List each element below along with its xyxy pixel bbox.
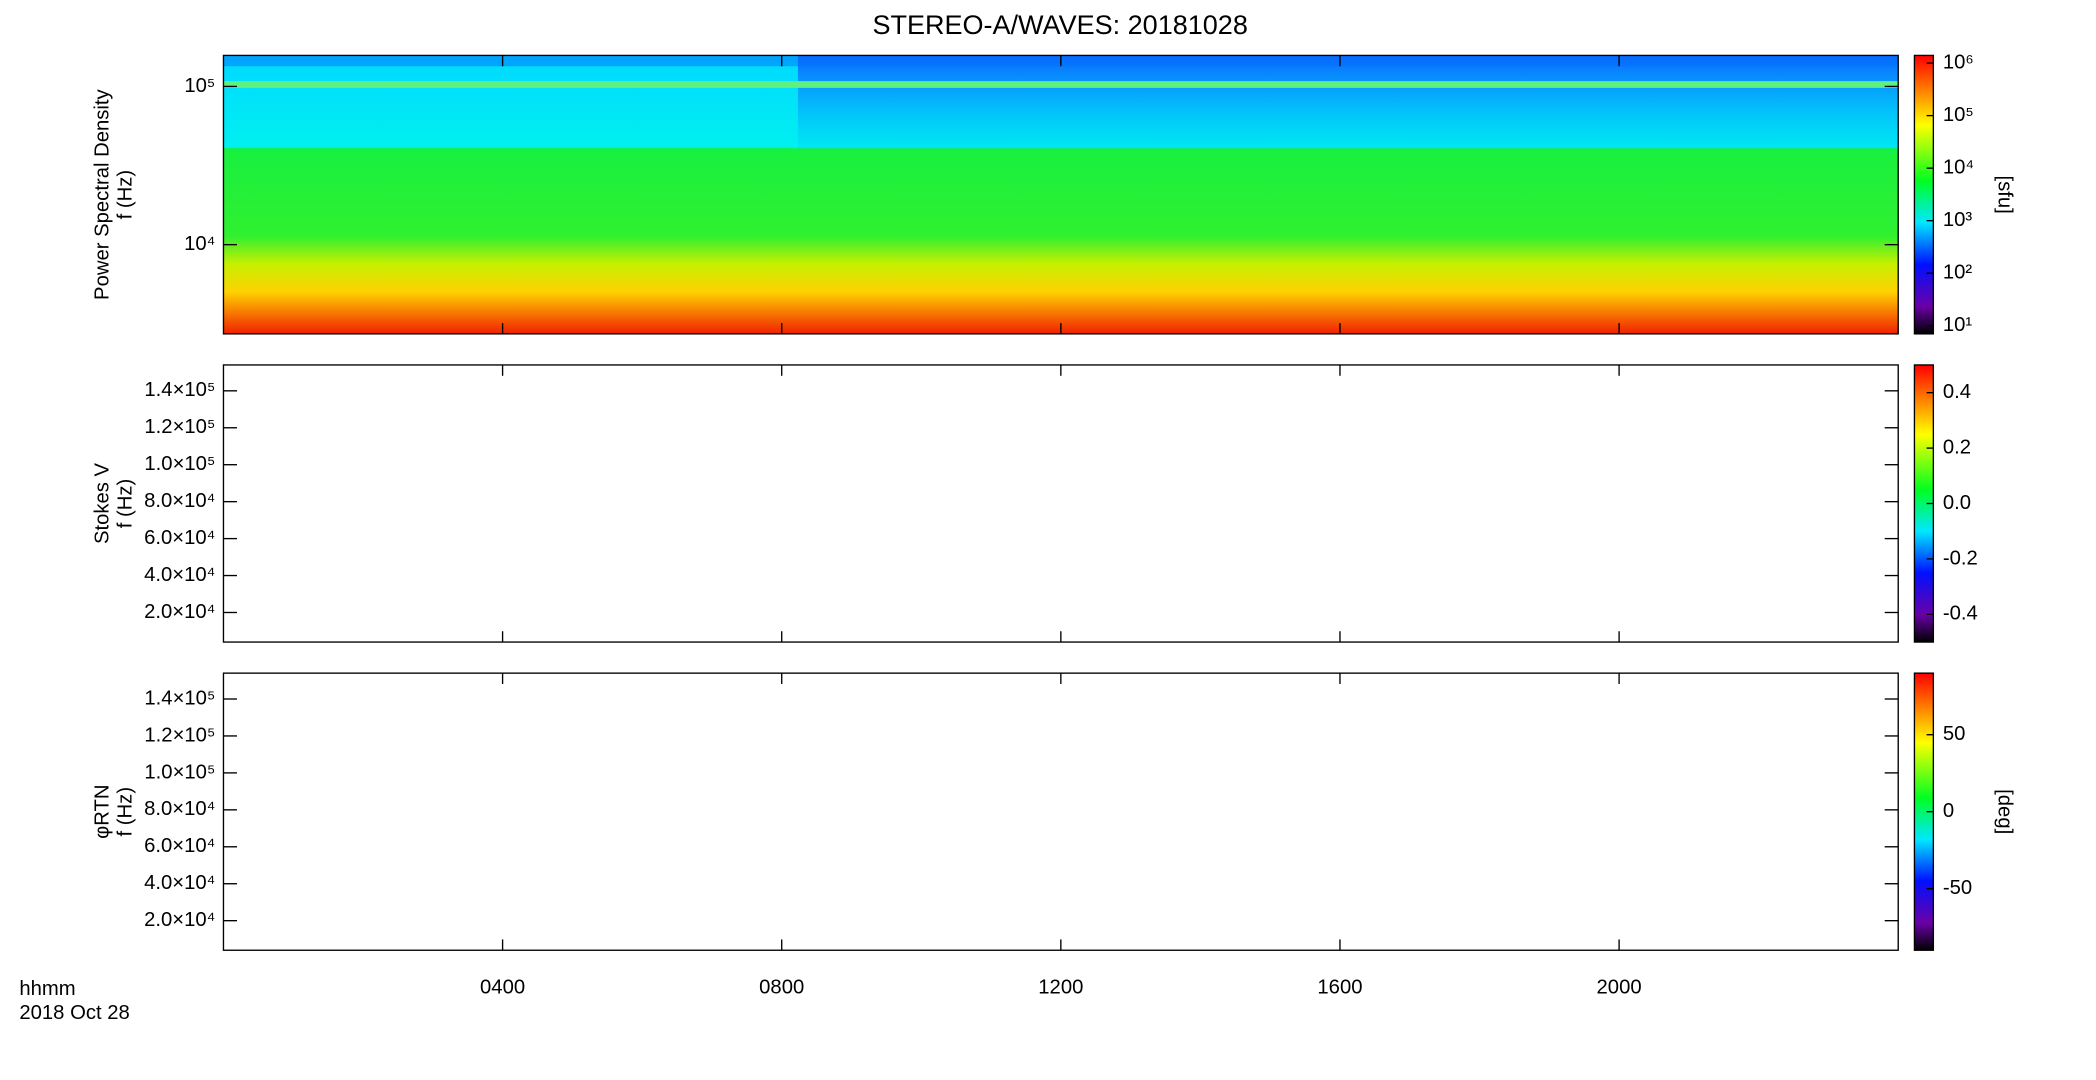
colorbar-label: [sfu] <box>1993 175 2015 213</box>
colorbar <box>1913 54 1935 335</box>
y-tick-label: 1.0×10⁵ <box>144 453 215 475</box>
y-tick-label: 6.0×10⁴ <box>144 527 215 549</box>
colorbar-tick-label: 10² <box>1943 262 1973 284</box>
y-axis-label: f (Hz) <box>115 170 137 220</box>
colorbar-tick-label: 0.0 <box>1943 492 1971 514</box>
colorbar-tick-label: 10⁴ <box>1943 157 1974 179</box>
y-tick-label: 4.0×10⁴ <box>144 872 215 894</box>
y-axis-label: Stokes V <box>92 462 114 544</box>
colorbar-tick-label: 10⁵ <box>1943 104 1974 126</box>
plot-frame <box>222 364 1899 643</box>
y-tick-label: 6.0×10⁴ <box>144 835 215 857</box>
y-axis-label: f (Hz) <box>115 787 137 837</box>
colorbar-tick-label: 10¹ <box>1943 314 1973 336</box>
y-tick-label: 10⁴ <box>184 233 215 255</box>
x-tick-label: 2000 <box>1597 976 1642 998</box>
x-tick-label: 1600 <box>1317 976 1362 998</box>
y-tick-label: 8.0×10⁴ <box>144 798 215 820</box>
y-tick-label: 1.0×10⁵ <box>144 761 215 783</box>
colorbar-tick-label: 50 <box>1943 723 1966 745</box>
colorbar-tick-label: -0.2 <box>1943 547 1978 569</box>
colorbar-tick-label: 10³ <box>1943 209 1973 231</box>
title: STEREO-A/WAVES: 20181028 <box>872 10 1247 40</box>
x-label: 2018 Oct 28 <box>19 1002 129 1024</box>
x-label: hhmm <box>19 978 75 1000</box>
y-tick-label: 1.2×10⁵ <box>144 416 215 438</box>
x-tick-label: 0800 <box>759 976 804 998</box>
y-tick-label: 2.0×10⁴ <box>144 909 215 931</box>
y-axis-label: Power Spectral Density <box>92 88 114 299</box>
x-tick-label: 1200 <box>1038 976 1083 998</box>
y-tick-label: 10⁵ <box>184 75 215 97</box>
colorbar-tick-label: -0.4 <box>1943 603 1978 625</box>
y-axis-label: φRTN <box>92 784 114 838</box>
plot-frame <box>222 672 1899 951</box>
colorbar-tick-label: 0.2 <box>1943 436 1971 458</box>
colorbar-label: [deg] <box>1993 789 2015 834</box>
colorbar-tick-label: 10⁶ <box>1943 51 1974 73</box>
y-axis-label: f (Hz) <box>115 479 137 529</box>
x-tick-label: 0400 <box>480 976 525 998</box>
colorbar-tick-label: 0 <box>1943 800 1954 822</box>
y-tick-label: 8.0×10⁴ <box>144 490 215 512</box>
colorbar-tick-label: 0.4 <box>1943 381 1971 403</box>
spectrogram <box>223 55 1899 334</box>
colorbar-tick-label: -50 <box>1943 877 1972 899</box>
y-tick-label: 1.4×10⁵ <box>144 379 215 401</box>
y-tick-label: 2.0×10⁴ <box>144 601 215 623</box>
y-tick-label: 1.4×10⁵ <box>144 687 215 709</box>
y-tick-label: 4.0×10⁴ <box>144 564 215 586</box>
y-tick-label: 1.2×10⁵ <box>144 724 215 746</box>
